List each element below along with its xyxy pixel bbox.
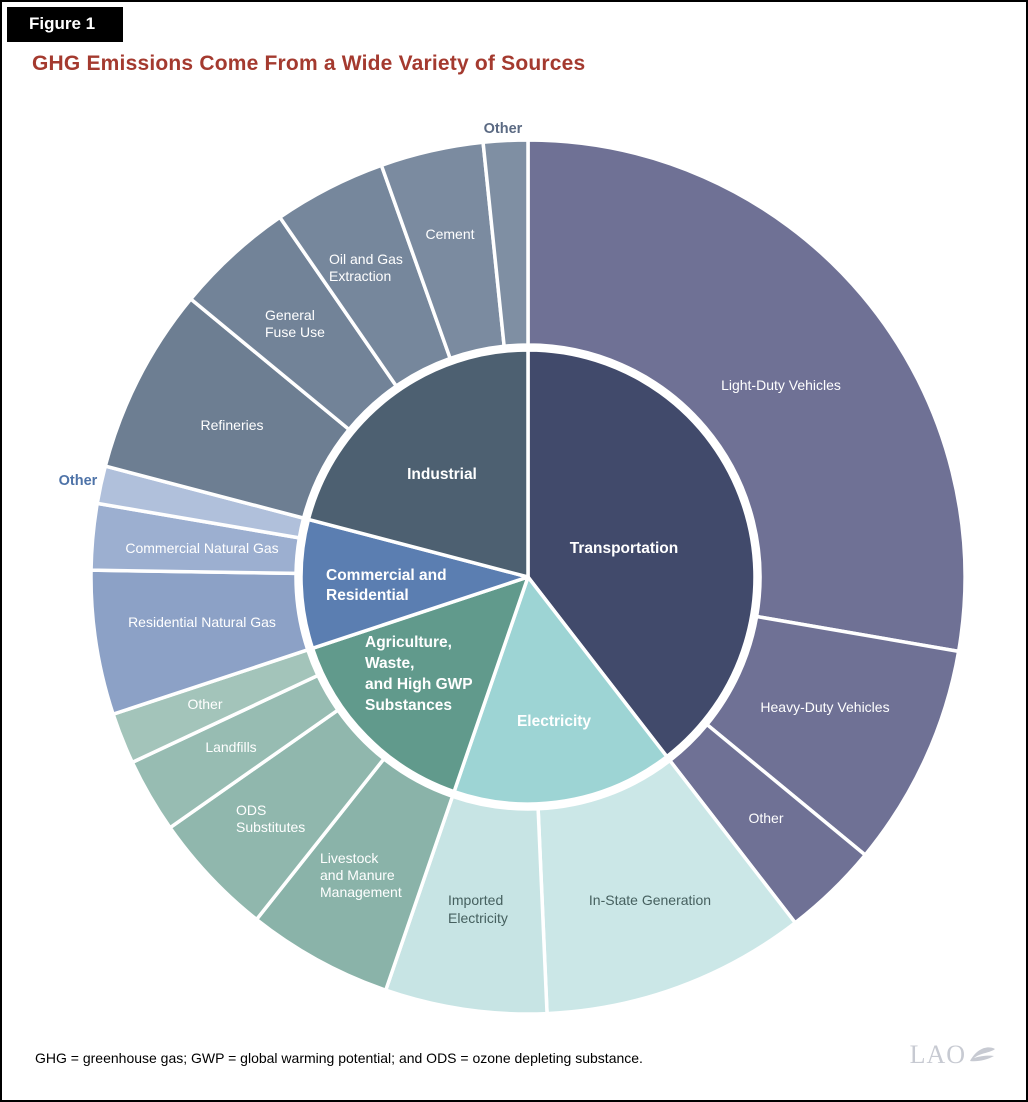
figure-number-label: Figure 1 <box>29 14 96 33</box>
label-outer-light-duty-vehicles: Light-Duty Vehicles <box>721 377 841 393</box>
label-outer-commercial-and-residential-other: Other <box>59 473 98 489</box>
slice-inner-commercial-and-residential <box>299 517 530 651</box>
lao-logo: LAO <box>910 1040 998 1070</box>
slice-inner-transportation <box>526 348 757 759</box>
slice-inner-industrial <box>306 348 530 579</box>
label-outer-livestock-and-manure-management: Livestock and Manure Management <box>320 850 402 900</box>
figure-number-tab: Figure 1 <box>7 7 124 42</box>
label-outer-ods-substitutes: ODS Substitutes <box>236 802 305 835</box>
label-outer-agriculture-waste-and-high-gwp-substances-other: Other <box>187 696 222 712</box>
label-inner-commercial-and-residential: Commercial and Residential <box>326 567 447 604</box>
lao-quill-icon <box>970 1047 995 1062</box>
label-outer-in-state-generation: In-State Generation <box>589 892 711 908</box>
label-outer-oil-and-gas-extraction: Oil and Gas Extraction <box>329 251 403 284</box>
label-outer-refineries: Refineries <box>200 417 263 433</box>
slice-inner-electricity <box>452 575 669 806</box>
label-outer-residential-natural-gas: Residential Natural Gas <box>128 614 276 630</box>
slice-outer-light-duty-vehicles <box>526 138 967 654</box>
label-outer-industrial-other: Other <box>484 121 523 137</box>
label-outer-landfills: Landfills <box>205 739 256 755</box>
label-outer-transportation-other: Other <box>748 810 783 826</box>
label-inner-industrial: Industrial <box>407 466 477 483</box>
label-inner-electricity: Electricity <box>517 713 591 730</box>
label-outer-cement: Cement <box>425 226 474 242</box>
slice-outer-industrial-other <box>481 138 530 348</box>
label-inner-transportation: Transportation <box>570 540 679 557</box>
footnote: GHG = greenhouse gas; GWP = global warmi… <box>35 1050 643 1066</box>
lao-logo-text: LAO <box>909 1040 966 1069</box>
label-outer-commercial-natural-gas: Commercial Natural Gas <box>125 540 278 556</box>
label-outer-imported-electricity: Imported Electricity <box>448 892 508 926</box>
chart-title: GHG Emissions Come From a Wide Variety o… <box>32 52 586 75</box>
label-outer-heavy-duty-vehicles: Heavy-Duty Vehicles <box>760 699 889 715</box>
label-outer-general-fuse-use: General Fuse Use <box>265 307 325 340</box>
label-inner-agriculture-waste-and-high-gwp-substances: Agriculture, Waste, and High GWP Substances <box>365 634 473 714</box>
